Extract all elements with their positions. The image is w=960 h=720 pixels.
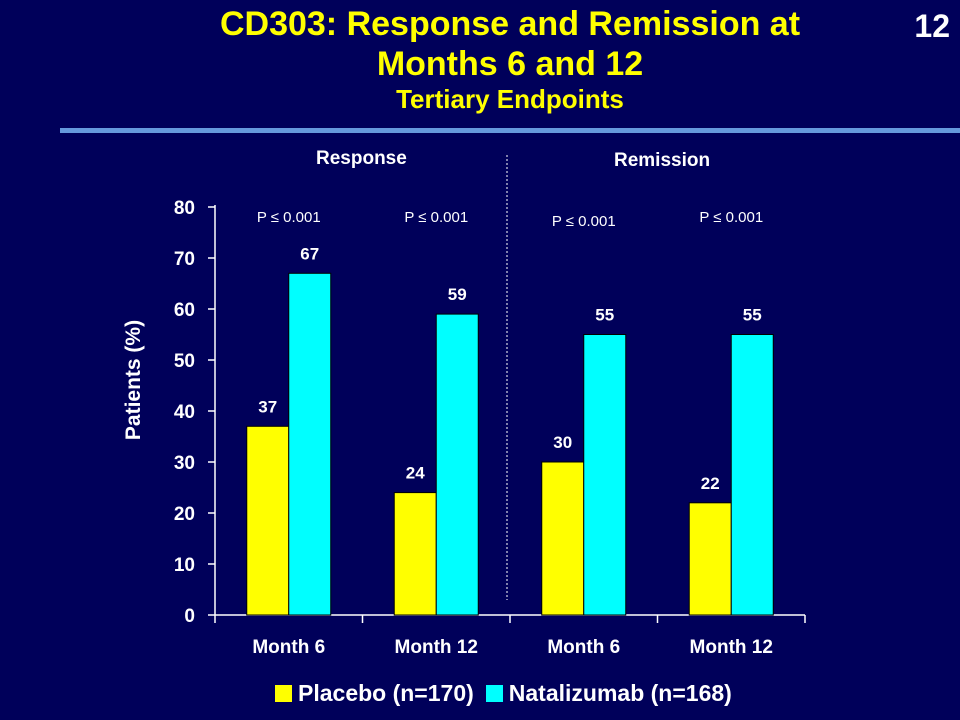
legend-swatch-natalizumab xyxy=(485,684,503,702)
title-rule xyxy=(60,128,960,133)
y-tick-label: 80 xyxy=(174,198,195,219)
data-label-placebo: 37 xyxy=(258,397,277,416)
p-value-label: P ≤ 0.001 xyxy=(552,213,616,230)
slide-title: CD303: Response and Remission at Months … xyxy=(130,4,890,114)
bar-natalizumab xyxy=(288,272,332,616)
data-label-placebo: 24 xyxy=(406,464,425,483)
y-tick-label: 40 xyxy=(174,402,195,423)
p-value-label: P ≤ 0.001 xyxy=(404,209,468,226)
data-label-natalizumab: 67 xyxy=(300,244,319,263)
subtitle: Tertiary Endpoints xyxy=(396,84,624,114)
legend-swatch-placebo xyxy=(275,684,292,702)
data-label-natalizumab: 55 xyxy=(743,306,762,325)
x-tick-label: Month 12 xyxy=(690,637,773,658)
y-tick-label: 30 xyxy=(174,453,195,474)
bar-natalizumab xyxy=(730,334,774,616)
x-tick-label: Month 6 xyxy=(547,637,620,658)
y-tick-label: 70 xyxy=(174,249,195,270)
legend-label-placebo: Placebo (n=170) xyxy=(298,679,474,706)
x-tick-label: Month 6 xyxy=(252,637,325,658)
title-line-2: Months 6 and 12 xyxy=(376,45,644,83)
bar-placebo xyxy=(541,461,585,616)
bar-natalizumab xyxy=(583,334,627,616)
data-label-placebo: 22 xyxy=(701,474,720,493)
y-axis-label: Patients (%) xyxy=(122,320,145,440)
title-line-1: CD303: Response and Remission at xyxy=(219,5,801,43)
bar-placebo xyxy=(393,492,437,616)
x-tick-label: Month 12 xyxy=(395,637,478,658)
bar-natalizumab xyxy=(435,313,479,616)
legend-label-natalizumab: Natalizumab (n=168) xyxy=(508,679,732,706)
y-tick-label: 50 xyxy=(174,351,195,372)
legend-item-natalizumab: Natalizumab (n=168) xyxy=(485,679,732,707)
legend-item-placebo: Placebo (n=170) xyxy=(275,680,474,707)
bar-placebo xyxy=(246,425,290,616)
y-tick-label: 20 xyxy=(174,504,195,525)
legend: Placebo (n=170) Natalizumab (n=168) xyxy=(275,678,744,708)
y-tick-label: 60 xyxy=(174,300,195,321)
bar-placebo xyxy=(688,502,732,616)
data-label-placebo: 30 xyxy=(553,433,572,452)
y-tick-label: 0 xyxy=(184,606,195,627)
p-value-label: P ≤ 0.001 xyxy=(699,209,763,226)
slide-number: 12 xyxy=(914,8,950,44)
data-label-natalizumab: 59 xyxy=(448,285,467,304)
p-value-label: P ≤ 0.001 xyxy=(257,209,321,226)
data-label-natalizumab: 55 xyxy=(595,306,614,325)
group-label-response: Response xyxy=(316,148,407,169)
y-tick-label: 10 xyxy=(174,555,195,576)
group-label-remission: Remission xyxy=(614,150,711,171)
